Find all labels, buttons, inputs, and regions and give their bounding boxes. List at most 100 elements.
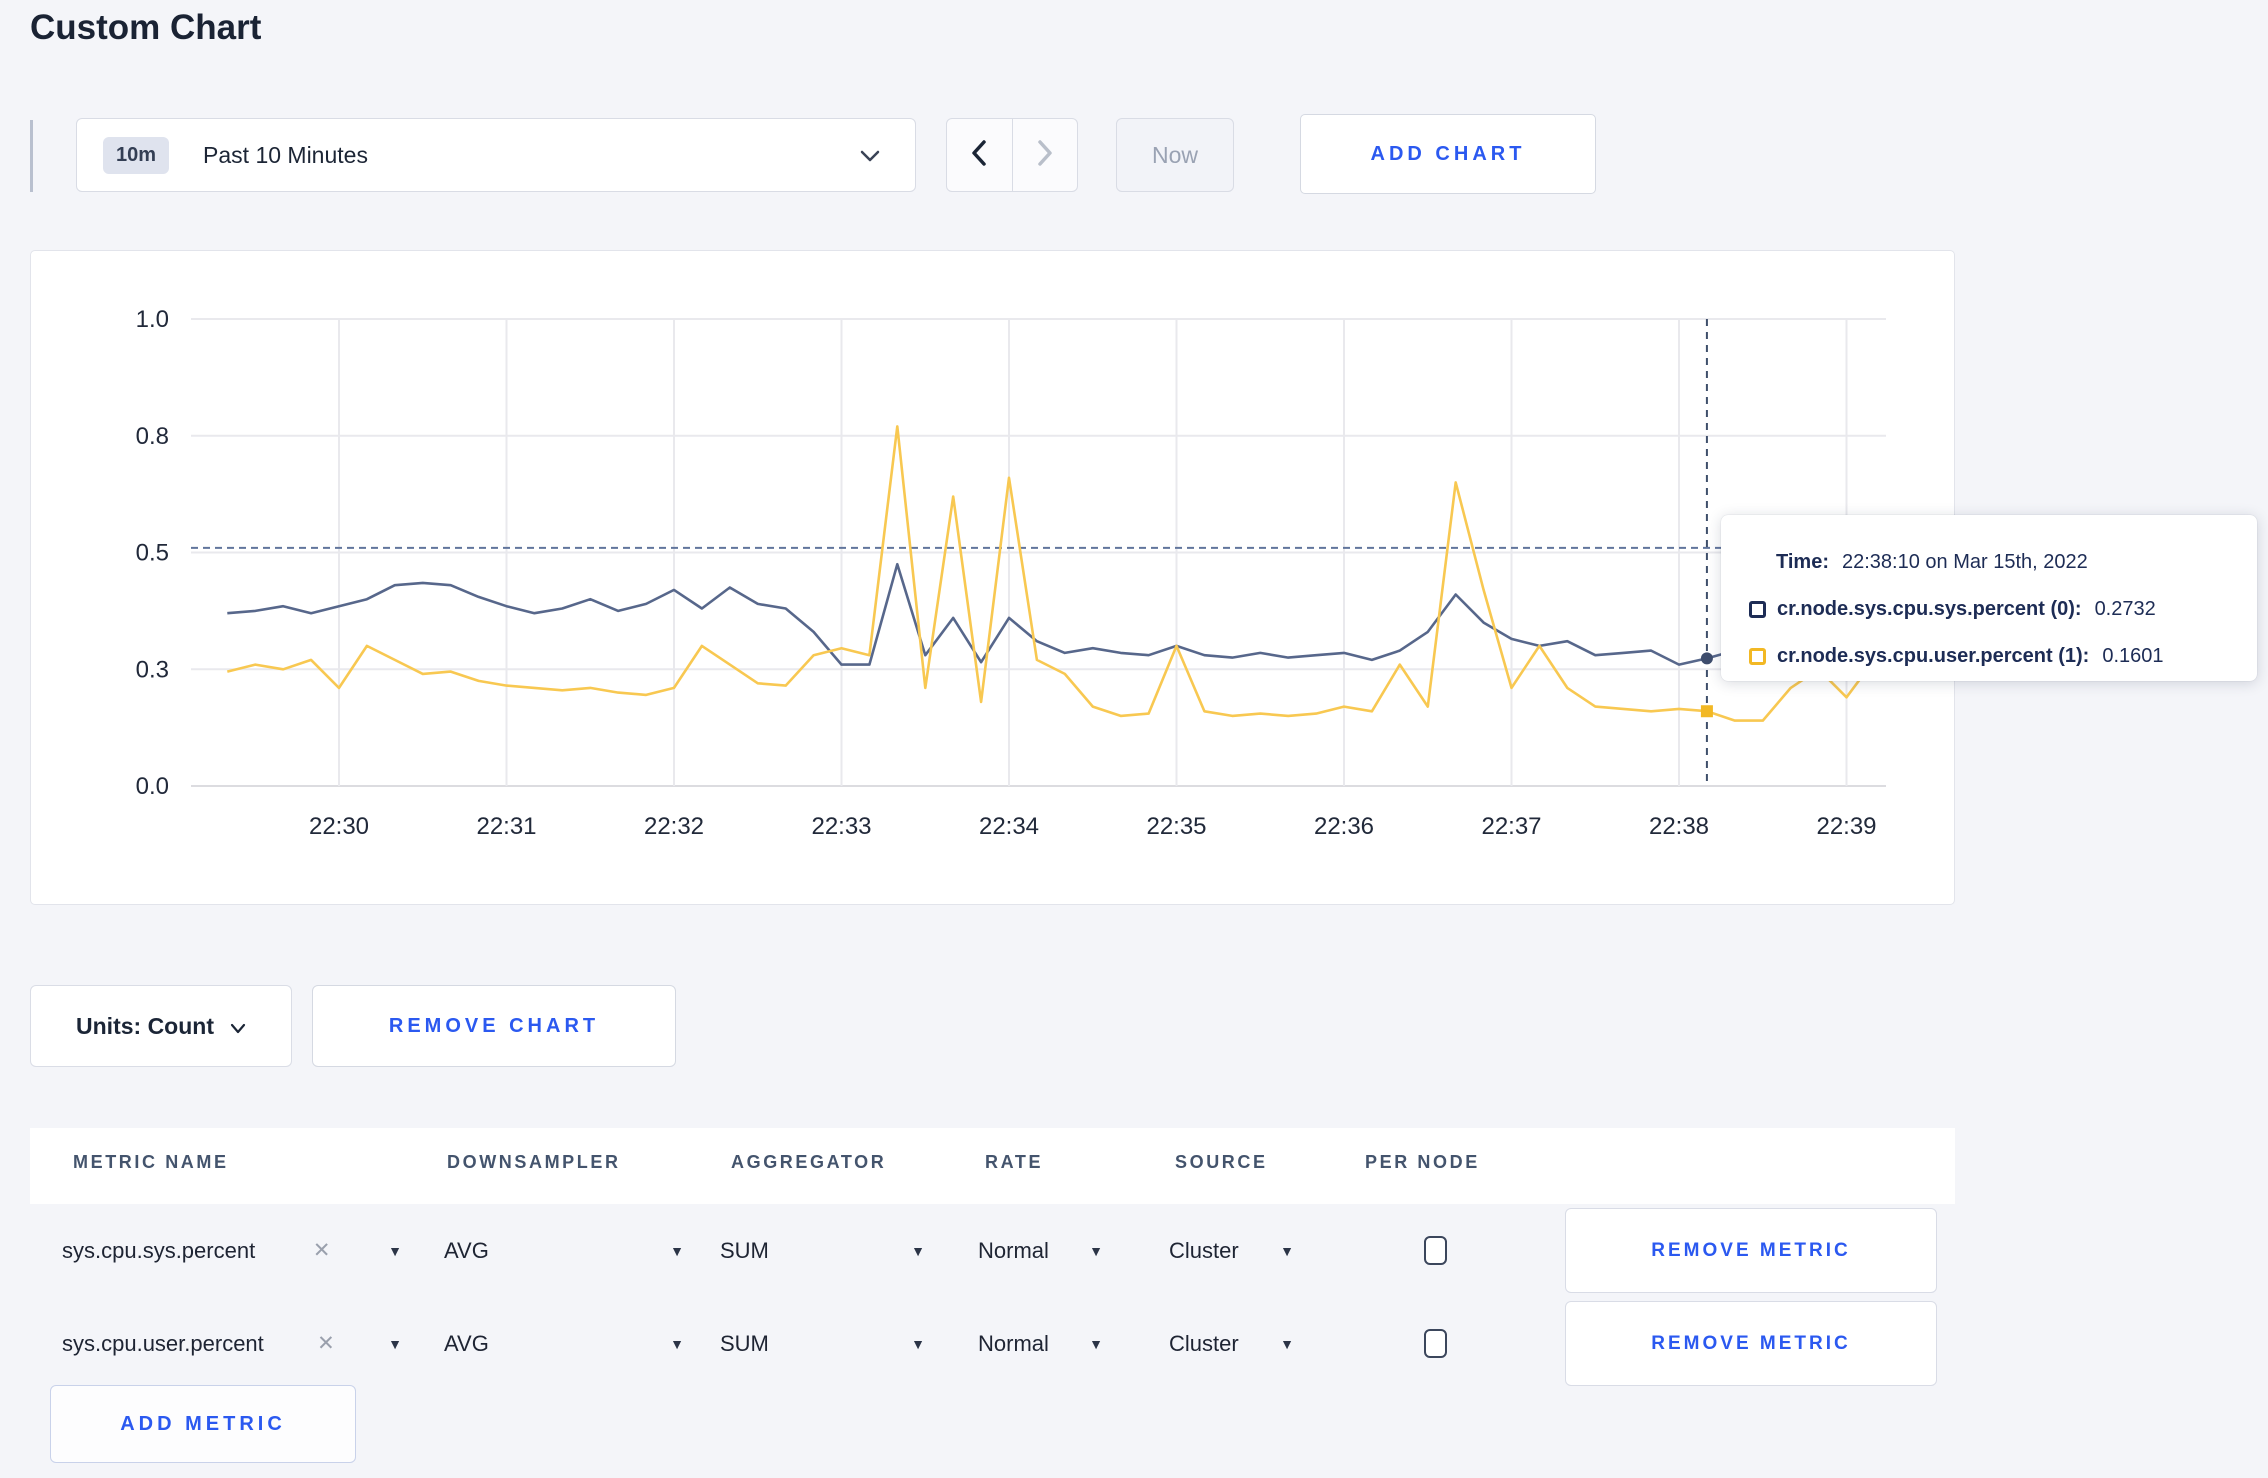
y-axis-tick-label: 0.3	[136, 656, 169, 683]
metric-row-sys.cpu.user.percent: sys.cpu.user.percent ✕ ▼ AVG ▼ SUM ▼ Normal ▼ Clu…	[30, 1297, 1955, 1390]
select-caret-icon: ▼	[1089, 1242, 1103, 1259]
chevron-right-icon	[1036, 139, 1054, 172]
tooltip-time-line: Time: 22:38:10 on Mar 15th, 2022	[1721, 539, 2257, 586]
per-node-cell	[1424, 1204, 1464, 1297]
select-caret-icon: ▼	[911, 1335, 925, 1352]
downsampler-value: AVG	[444, 1330, 489, 1356]
user-cpu-user-percent-line	[226, 425, 1876, 722]
metric-row-sys.cpu.sys.percent: sys.cpu.sys.percent ✕ ▼ AVG ▼ SUM ▼ Normal ▼ Clus…	[30, 1204, 1955, 1297]
tooltip-user-name: cr.node.sys.cpu.user.percent (1):	[1777, 645, 2090, 667]
x-axis-tick-label: 22:31	[476, 813, 536, 840]
column-header-downsampler: DOWNSAMPLER	[447, 1152, 621, 1172]
x-axis-tick-label: 22:35	[1146, 813, 1206, 840]
column-header-metric-name: METRIC NAME	[73, 1152, 229, 1172]
metric-name-value: sys.cpu.sys.percent	[62, 1237, 256, 1263]
now-button[interactable]: Now	[1116, 118, 1234, 192]
per-node-cell	[1424, 1297, 1464, 1390]
remove-metric-button[interactable]: REMOVE METRIC	[1565, 1301, 1937, 1386]
y-axis-tick-label: 1.0	[136, 306, 169, 333]
x-axis-tick-label: 22:36	[1314, 813, 1374, 840]
downsampler-select[interactable]: AVG ▼	[444, 1204, 684, 1297]
y-axis-tick-label: 0.8	[136, 423, 169, 450]
source-value: Cluster	[1169, 1330, 1239, 1356]
y-axis-tick-label: 0.0	[136, 773, 169, 800]
chart-card: 0.0 0.3 0.5 0.8 1.0 22:30 22:31 22:32 22:33 22:34…	[30, 250, 1955, 905]
time-window-select[interactable]: 10m Past 10 Minutes	[76, 118, 916, 192]
aggregator-select[interactable]: SUM ▼	[720, 1297, 925, 1390]
metric-name-value: sys.cpu.user.percent	[62, 1330, 264, 1356]
add-chart-button[interactable]: ADD CHART	[1300, 114, 1596, 194]
x-axis-tick-label: 22:34	[979, 813, 1039, 840]
rate-select[interactable]: Normal ▼	[978, 1297, 1103, 1390]
select-caret-icon: ▼	[1089, 1335, 1103, 1352]
select-caret-icon: ▼	[1280, 1242, 1294, 1259]
rate-value: Normal	[978, 1237, 1049, 1263]
clear-metric-icon[interactable]: ✕	[317, 1332, 335, 1355]
time-window-label: Past 10 Minutes	[203, 141, 368, 168]
user-series-swatch-icon	[1749, 648, 1766, 665]
per-node-checkbox[interactable]	[1424, 1236, 1447, 1265]
select-caret-icon: ▼	[388, 1335, 402, 1352]
prev-time-button[interactable]	[947, 119, 1012, 191]
column-header-per-node: PER NODE	[1365, 1152, 1480, 1172]
add-metric-button[interactable]: ADD METRIC	[50, 1385, 356, 1463]
remove-chart-button[interactable]: REMOVE CHART	[312, 985, 676, 1067]
units-select[interactable]: Units: Count	[30, 985, 292, 1067]
cpu-percent-line-chart[interactable]: 0.0 0.3 0.5 0.8 1.0 22:30 22:31 22:32 22:33 22:34…	[31, 251, 1956, 906]
tooltip-time-value: 22:38:10 on Mar 15th, 2022	[1841, 551, 2088, 573]
metric-name-select[interactable]: sys.cpu.user.percent ✕ ▼	[62, 1297, 402, 1390]
per-node-checkbox[interactable]	[1424, 1329, 1447, 1358]
tooltip-sys-name: cr.node.sys.cpu.sys.percent (0):	[1777, 598, 2082, 620]
toolbar-divider	[30, 120, 33, 192]
tooltip-user-value: 0.1601	[2102, 645, 2164, 667]
time-pager	[946, 118, 1078, 192]
metrics-table-header: METRIC NAME DOWNSAMPLER AGGREGATOR RATE SOUR…	[30, 1128, 1955, 1204]
x-axis-tick-label: 22:30	[309, 813, 369, 840]
source-value: Cluster	[1169, 1237, 1239, 1263]
next-time-button[interactable]	[1011, 119, 1078, 191]
aggregator-select[interactable]: SUM ▼	[720, 1204, 925, 1297]
chevron-down-icon	[230, 1013, 246, 1040]
clear-metric-icon[interactable]: ✕	[312, 1239, 331, 1262]
units-label: Units: Count	[76, 1012, 214, 1039]
x-axis-tick-label: 22:32	[644, 813, 704, 840]
source-select[interactable]: Cluster ▼	[1169, 1204, 1294, 1297]
tooltip-sys-value: 0.2732	[2094, 598, 2156, 620]
chart-tooltip: Time: 22:38:10 on Mar 15th, 2022 cr.node…	[1721, 515, 2257, 681]
aggregator-value: SUM	[720, 1330, 769, 1356]
select-caret-icon: ▼	[388, 1242, 402, 1259]
rate-value: Normal	[978, 1330, 1049, 1356]
downsampler-select[interactable]: AVG ▼	[444, 1297, 684, 1390]
select-caret-icon: ▼	[670, 1242, 684, 1259]
chevron-left-icon	[970, 139, 988, 172]
y-axis-tick-label: 0.5	[136, 540, 169, 567]
aggregator-value: SUM	[720, 1237, 769, 1263]
downsampler-value: AVG	[444, 1237, 489, 1263]
x-axis-tick-label: 22:39	[1816, 813, 1876, 840]
remove-metric-button[interactable]: REMOVE METRIC	[1565, 1208, 1937, 1293]
metrics-table: METRIC NAME DOWNSAMPLER AGGREGATOR RATE SOUR…	[30, 1128, 1955, 1388]
sys-hover-point	[1700, 652, 1713, 665]
time-window-badge: 10m	[103, 136, 170, 174]
metric-name-select[interactable]: sys.cpu.sys.percent ✕ ▼	[62, 1204, 402, 1297]
select-caret-icon: ▼	[911, 1242, 925, 1259]
select-caret-icon: ▼	[670, 1335, 684, 1352]
tooltip-series-sys: cr.node.sys.cpu.sys.percent (0): 0.2732	[1721, 586, 2257, 633]
sys-series-swatch-icon	[1749, 601, 1766, 618]
column-header-rate: RATE	[985, 1152, 1044, 1172]
tooltip-series-user: cr.node.sys.cpu.user.percent (1): 0.1601	[1721, 633, 2257, 680]
x-axis-tick-label: 22:37	[1481, 813, 1541, 840]
column-header-aggregator: AGGREGATOR	[731, 1152, 887, 1172]
chevron-down-icon	[859, 149, 881, 168]
page-title: Custom Chart	[30, 8, 262, 47]
source-select[interactable]: Cluster ▼	[1169, 1297, 1294, 1390]
tooltip-time-label: Time:	[1776, 551, 1829, 573]
sys-cpu-sys-percent-line	[227, 562, 1875, 666]
x-axis-tick-label: 22:33	[811, 813, 871, 840]
user-hover-point	[1700, 705, 1713, 718]
column-header-source: SOURCE	[1175, 1152, 1268, 1172]
x-axis-tick-label: 22:38	[1649, 813, 1709, 840]
rate-select[interactable]: Normal ▼	[978, 1204, 1103, 1297]
select-caret-icon: ▼	[1280, 1335, 1294, 1352]
